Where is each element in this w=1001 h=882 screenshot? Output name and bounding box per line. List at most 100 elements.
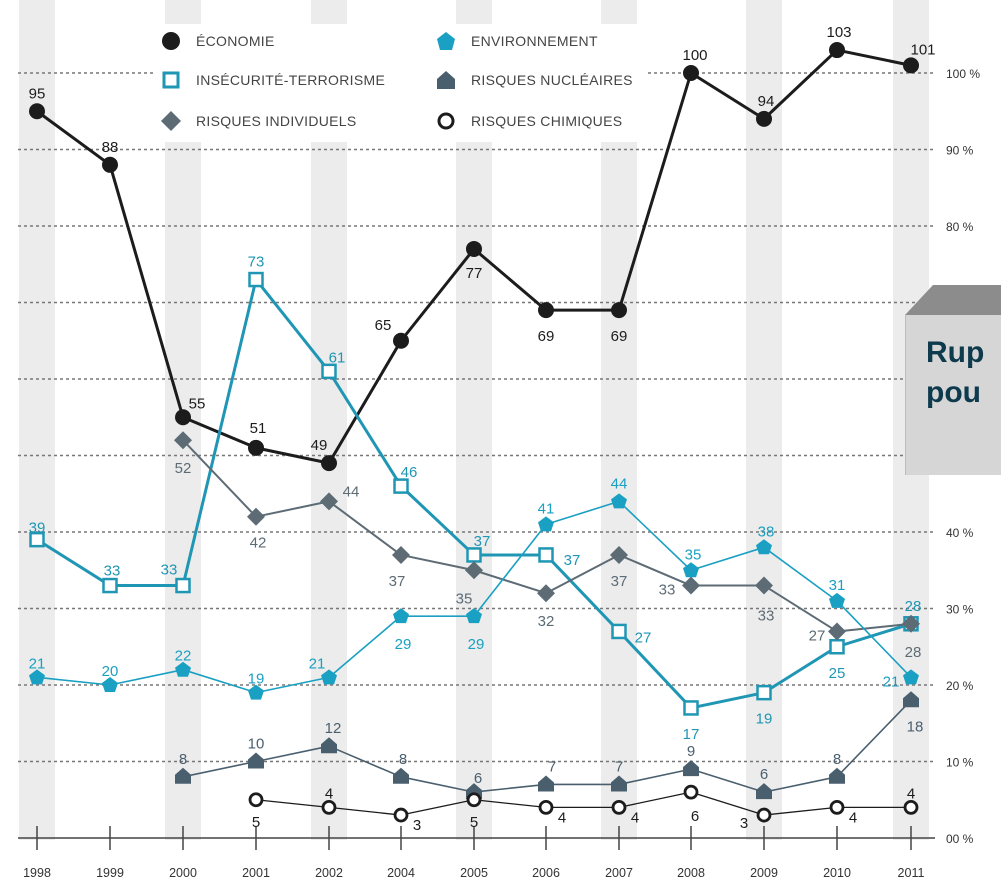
data-label: 69 [611, 328, 628, 345]
point [538, 516, 554, 532]
x-axis: 1998 1999 2000 2001 2002 2004 2005 2006 2007 2008… [18, 826, 935, 880]
point [466, 240, 482, 257]
data-label: 10 [248, 736, 265, 753]
x-tick-label: 2008 [677, 866, 705, 880]
x-tick-label: 2002 [315, 866, 343, 880]
point [320, 492, 338, 511]
y-tick-label: 40 % [946, 526, 974, 540]
data-label: 3 [740, 815, 748, 832]
data-label: 49 [311, 437, 328, 454]
legend: ÉCONOMIE INSÉCURITÉ-TERRORISME RISQUES I… [155, 24, 645, 142]
callout-tab [905, 285, 1001, 315]
point [393, 478, 409, 494]
point [829, 639, 845, 655]
point [321, 737, 337, 754]
data-label: 25 [829, 665, 846, 682]
data-label: 4 [558, 809, 566, 826]
data-label: 22 [175, 648, 192, 665]
legend-label: RISQUES NUCLÉAIRES [471, 72, 633, 88]
data-label: 41 [538, 500, 555, 517]
point [321, 800, 337, 815]
data-label: 4 [849, 809, 857, 826]
point [611, 623, 627, 640]
point [611, 800, 627, 815]
point [610, 545, 628, 564]
callout-body: Rup pou [905, 315, 1001, 475]
point [29, 103, 45, 120]
point [829, 42, 845, 59]
data-label: 9 [687, 743, 695, 760]
data-label: 37 [389, 573, 406, 590]
point [466, 792, 482, 808]
y-tick-label: 90 % [946, 144, 974, 158]
point [903, 691, 919, 708]
point [611, 302, 627, 319]
open-circle-icon [437, 112, 455, 130]
data-label: 21 [883, 673, 900, 690]
point [828, 622, 846, 641]
data-label: 12 [325, 720, 342, 737]
data-label: 21 [29, 655, 46, 672]
legend-label: ENVIRONNEMENT [471, 33, 598, 49]
data-label: 8 [399, 751, 407, 768]
data-label: 95 [29, 85, 46, 102]
data-label: 33 [758, 608, 775, 625]
point [683, 700, 699, 716]
point [756, 684, 772, 701]
point [175, 661, 191, 677]
point [829, 800, 845, 815]
diamond-icon [161, 111, 181, 131]
data-label: 6 [760, 766, 768, 783]
data-label: 37 [564, 552, 581, 569]
point [683, 562, 699, 578]
legend-environnement: ENVIRONNEMENT [435, 30, 598, 52]
point [683, 760, 699, 777]
data-label: 44 [611, 475, 628, 492]
point [538, 800, 554, 815]
data-label: 35 [685, 546, 702, 563]
data-label: 61 [329, 349, 346, 366]
y-tick-label: 30 % [946, 603, 974, 617]
data-label: 51 [250, 420, 267, 437]
y-tick-label: 00 % [946, 832, 974, 846]
point [611, 493, 627, 509]
series-markers [29, 42, 920, 823]
x-tick-label: 2000 [169, 866, 197, 880]
data-label: 31 [829, 577, 846, 594]
point [29, 669, 45, 685]
data-label: 103 [826, 24, 851, 41]
data-label: 44 [343, 483, 360, 500]
point [248, 792, 264, 808]
legend-economie: ÉCONOMIE [160, 30, 275, 52]
y-tick-label: 20 % [946, 679, 974, 693]
data-label: 6 [474, 770, 482, 787]
point [175, 577, 191, 594]
data-label: 4 [907, 785, 915, 802]
point [393, 608, 409, 624]
legend-insecurite: INSÉCURITÉ-TERRORISME [160, 69, 385, 91]
data-label: 18 [907, 718, 924, 735]
point [466, 608, 482, 624]
data-label: 20 [102, 663, 119, 680]
point [102, 156, 118, 173]
callout-line-2: pou [926, 376, 981, 409]
data-label: 8 [833, 751, 841, 768]
data-label: 33 [659, 582, 676, 599]
x-tick-label: 2005 [460, 866, 488, 880]
pentagon-icon [437, 32, 455, 50]
legend-label: ÉCONOMIE [196, 33, 275, 49]
point [102, 577, 118, 594]
series-line [182, 439, 912, 633]
y-tick-label: 80 % [946, 220, 974, 234]
series-line [255, 791, 911, 816]
data-label: 46 [401, 464, 418, 481]
data-label: 37 [474, 533, 491, 550]
legend-label: RISQUES CHIMIQUES [471, 113, 623, 129]
x-tick-label: 2011 [898, 866, 925, 880]
data-label: 19 [756, 711, 773, 728]
data-label: 3 [413, 817, 421, 834]
point [683, 65, 699, 81]
point [393, 332, 409, 349]
data-label: 27 [809, 627, 826, 644]
